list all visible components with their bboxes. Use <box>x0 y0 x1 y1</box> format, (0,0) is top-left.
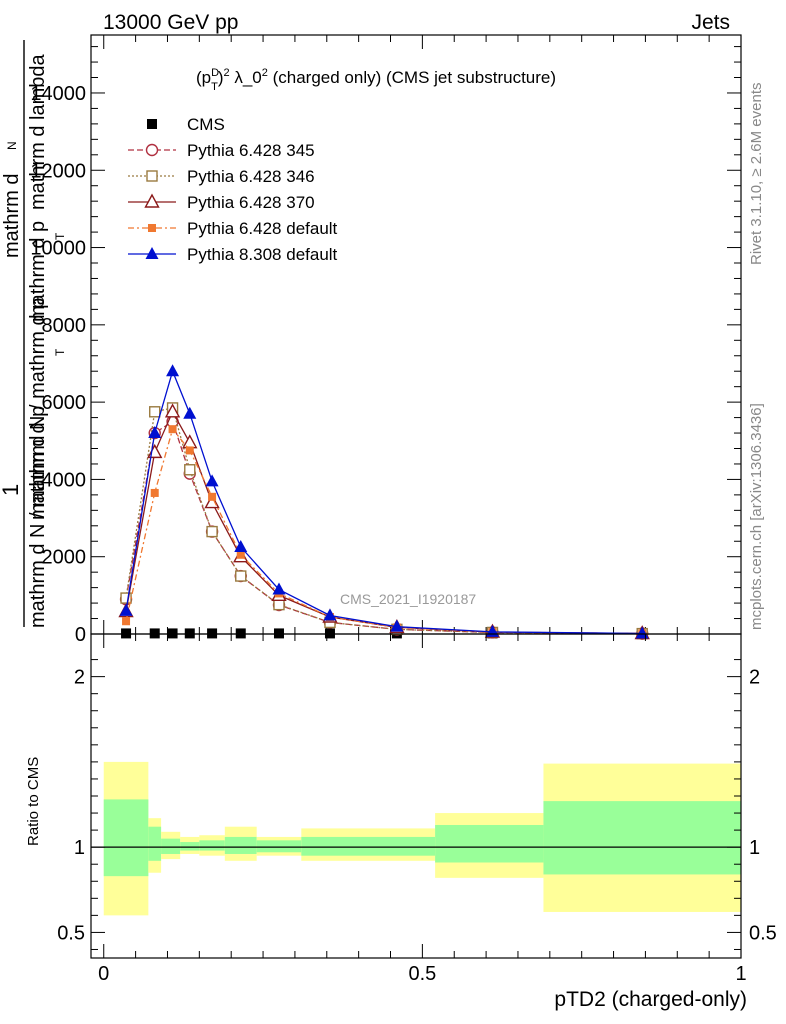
legend-marker <box>147 119 157 129</box>
title-tail: (charged only) (CMS jet substructure) <box>268 68 556 87</box>
ratio-y-label: Ratio to CMS <box>25 757 42 846</box>
data-point <box>234 540 248 553</box>
ratio-y-tick-label: 2 <box>74 667 85 689</box>
ylabel-top: mathrm d <box>1 174 23 258</box>
ratio-band-inner <box>103 799 149 877</box>
ylabel-dlambda: mathrm d lambda <box>27 54 49 210</box>
data-point <box>208 492 217 501</box>
legend-marker <box>148 224 156 232</box>
data-point <box>390 619 404 632</box>
legend: CMS Pythia 6.428 345 Pythia 6.428 346 Pythi… <box>128 115 338 264</box>
x-axis-label: pTD2 (charged-only) <box>554 988 747 1011</box>
y-tick-label: 14000 <box>30 83 86 105</box>
legend-label: Pythia 6.428 346 <box>187 167 315 186</box>
header-collision: 13000 GeV pp <box>103 11 238 34</box>
legend-label: CMS <box>187 115 225 134</box>
ratio-band-inner <box>543 801 741 875</box>
y-tick-label: 10000 <box>30 238 86 260</box>
data-point <box>119 603 133 616</box>
x-tick-label: 1 <box>735 963 746 985</box>
ylabel-frac2: mathrm d p <box>27 221 49 322</box>
data-point <box>205 474 219 487</box>
ratio-band-inner <box>199 840 225 851</box>
y-tick-label: 0 <box>75 624 86 646</box>
legend-marker <box>145 143 159 157</box>
legend-label: Pythia 6.428 370 <box>187 193 315 212</box>
data-point <box>206 525 218 538</box>
data-point <box>185 446 194 455</box>
ylabel-T: T <box>53 348 67 356</box>
ratio-panel: 0 0.5 10.5 0.51 12 2 <box>57 633 777 985</box>
y-tick-label: 2000 <box>42 547 87 569</box>
title-close: ) <box>218 68 224 87</box>
data-point <box>166 364 180 377</box>
ylabel-N: N <box>5 141 19 150</box>
main-panel: 0 2000 4000 6000 8000 10000 12000 14000 <box>30 34 742 646</box>
side-label-mcplots: mcplots.cern.ch [arXiv:1306.3436] <box>748 403 765 630</box>
y-tick-label: 4000 <box>42 469 87 491</box>
legend-marker <box>145 247 159 259</box>
title-sup: D <box>211 67 219 79</box>
ratio-band-inner <box>180 842 200 851</box>
ratio-y-tick-label: 1 <box>74 837 85 859</box>
watermark: CMS_2021_I1920187 <box>340 591 476 607</box>
ratio-y-tick-label: 0.5 <box>749 922 777 944</box>
data-point <box>148 426 162 439</box>
data-point <box>150 488 159 497</box>
main-y-label: 1 mathrm d N / mathrm d p mathrm d N / m… <box>0 54 67 628</box>
header-category: Jets <box>691 11 730 34</box>
ratio-band-inner <box>161 838 181 854</box>
legend-label: Pythia 6.428 345 <box>187 141 315 160</box>
data-point <box>273 598 285 611</box>
title-sub: T <box>211 81 218 93</box>
data-point <box>235 570 247 582</box>
ratio-band-inner <box>435 824 544 863</box>
ylabel-one: 1 <box>0 484 23 496</box>
data-point <box>182 434 198 449</box>
data-point <box>164 403 181 418</box>
data-point <box>323 608 337 621</box>
ratio-y-tick-label: 1 <box>749 837 760 859</box>
data-point <box>236 550 245 559</box>
side-label-rivet: Rivet 3.1.10, ≥ 2.6M events <box>748 83 765 266</box>
x-tick-label: 0.5 <box>408 963 436 985</box>
data-point <box>272 582 286 595</box>
legend-marker <box>144 193 160 208</box>
main-title: (pD T)2 λ_02 (charged only) (CMS jet subs… <box>196 67 556 93</box>
ratio-band-inner <box>224 836 257 854</box>
data-point <box>122 617 131 626</box>
x-tick-label: 0 <box>98 963 109 985</box>
ylabel-sub: T <box>53 232 67 240</box>
data-point <box>184 464 196 476</box>
legend-label: Pythia 6.428 default <box>187 219 338 238</box>
title-mid: λ_0 <box>230 68 262 87</box>
ratio-band-inner <box>148 826 162 861</box>
data-point <box>147 443 163 459</box>
legend-marker <box>146 170 158 182</box>
data-point <box>168 425 177 434</box>
title-sq: 2 <box>223 67 229 79</box>
ratio-band-inner <box>256 840 302 853</box>
title-sq2: 2 <box>262 67 268 79</box>
title-base: (p <box>196 68 211 87</box>
y-tick-label: 12000 <box>30 160 86 182</box>
ylabel-mid: mathrm d N / mathrm d p <box>27 298 49 520</box>
y-tick-label: 8000 <box>42 315 87 337</box>
ratio-band-inner <box>301 836 436 856</box>
y-tick-label: 6000 <box>42 392 87 414</box>
data-point <box>149 406 161 418</box>
ratio-y-tick-label: 2 <box>749 667 760 689</box>
ylabel-bottom: mathrm d N / mathrm d p <box>27 406 49 628</box>
ratio-y-tick-label: 0.5 <box>57 922 85 944</box>
legend-label: Pythia 8.308 default <box>187 245 338 264</box>
data-point <box>183 406 197 419</box>
